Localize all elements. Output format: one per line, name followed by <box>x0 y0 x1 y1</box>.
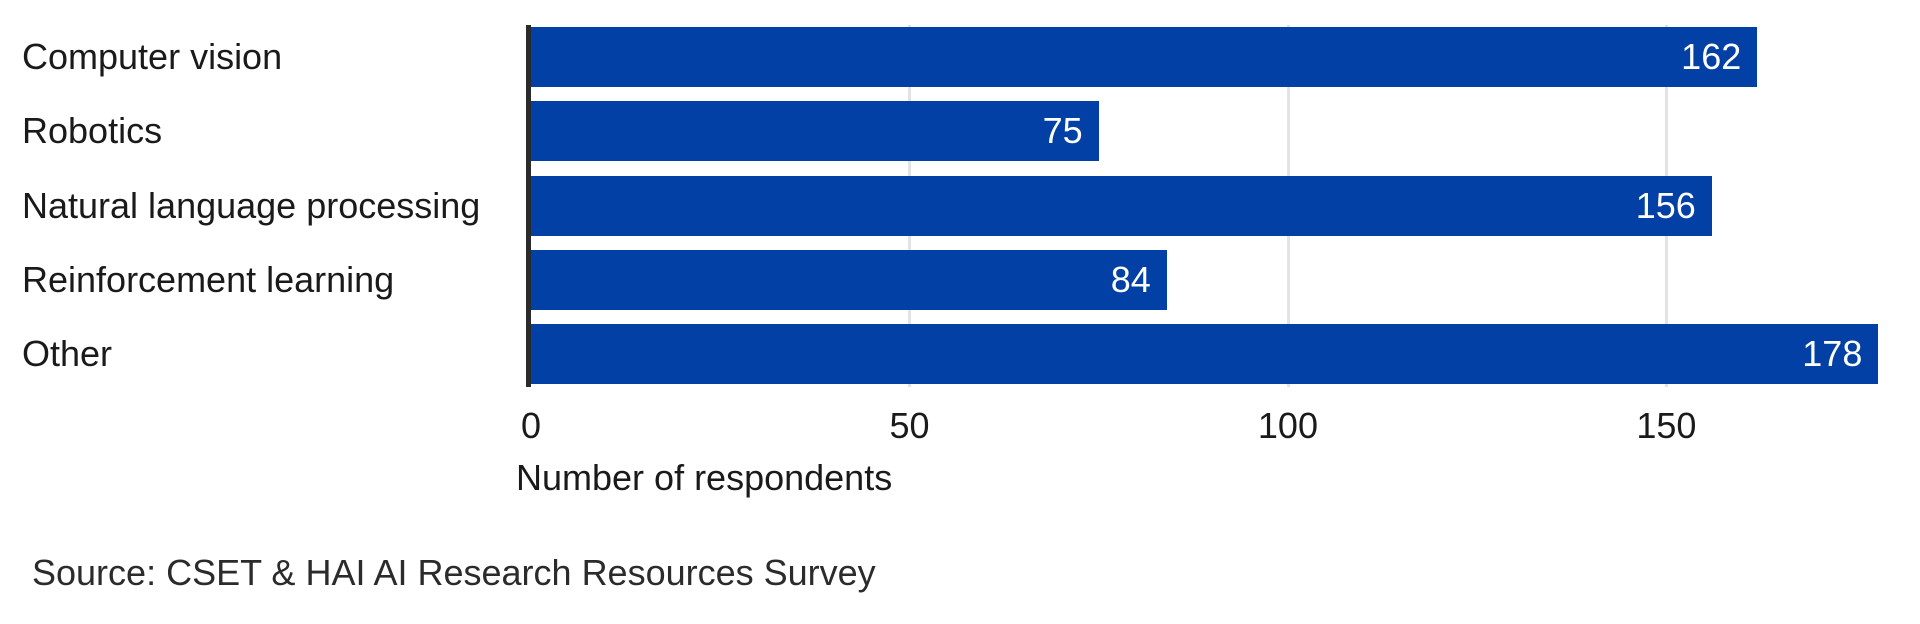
bar-value-label: 156 <box>1635 184 1696 226</box>
bar-natural-language-processing: 156 <box>531 175 1712 236</box>
category-label-computer-vision: Computer vision <box>22 36 283 77</box>
source-note: Source: CSET & HAI AI Research Resources… <box>32 552 876 593</box>
x-axis-title: Number of respondents <box>516 457 893 498</box>
bar-robotics: 75 <box>531 101 1099 162</box>
x-tick-label-150: 150 <box>1636 405 1697 446</box>
x-tick-label-50: 50 <box>889 405 930 446</box>
category-label-reinforcement-learning: Reinforcement learning <box>22 259 395 301</box>
category-label-natural-language-processing: Natural language processing <box>22 184 481 226</box>
bar-computer-vision: 162 <box>531 27 1758 87</box>
plot-area: 162 75 156 84 178 <box>531 25 1920 387</box>
bar-value-label: 178 <box>1802 333 1863 375</box>
x-tick-label-0: 0 <box>520 405 542 446</box>
bar-value-label: 84 <box>1110 259 1151 301</box>
bar-value-label: 162 <box>1681 36 1742 77</box>
bar-other: 178 <box>531 324 1879 385</box>
category-label-other: Other <box>22 333 113 375</box>
y-axis-line <box>526 25 531 387</box>
category-label-robotics: Robotics <box>22 110 163 152</box>
bar-value-label: 75 <box>1042 110 1083 152</box>
bar-reinforcement-learning: 84 <box>531 250 1167 311</box>
x-tick-label-100: 100 <box>1257 405 1318 446</box>
